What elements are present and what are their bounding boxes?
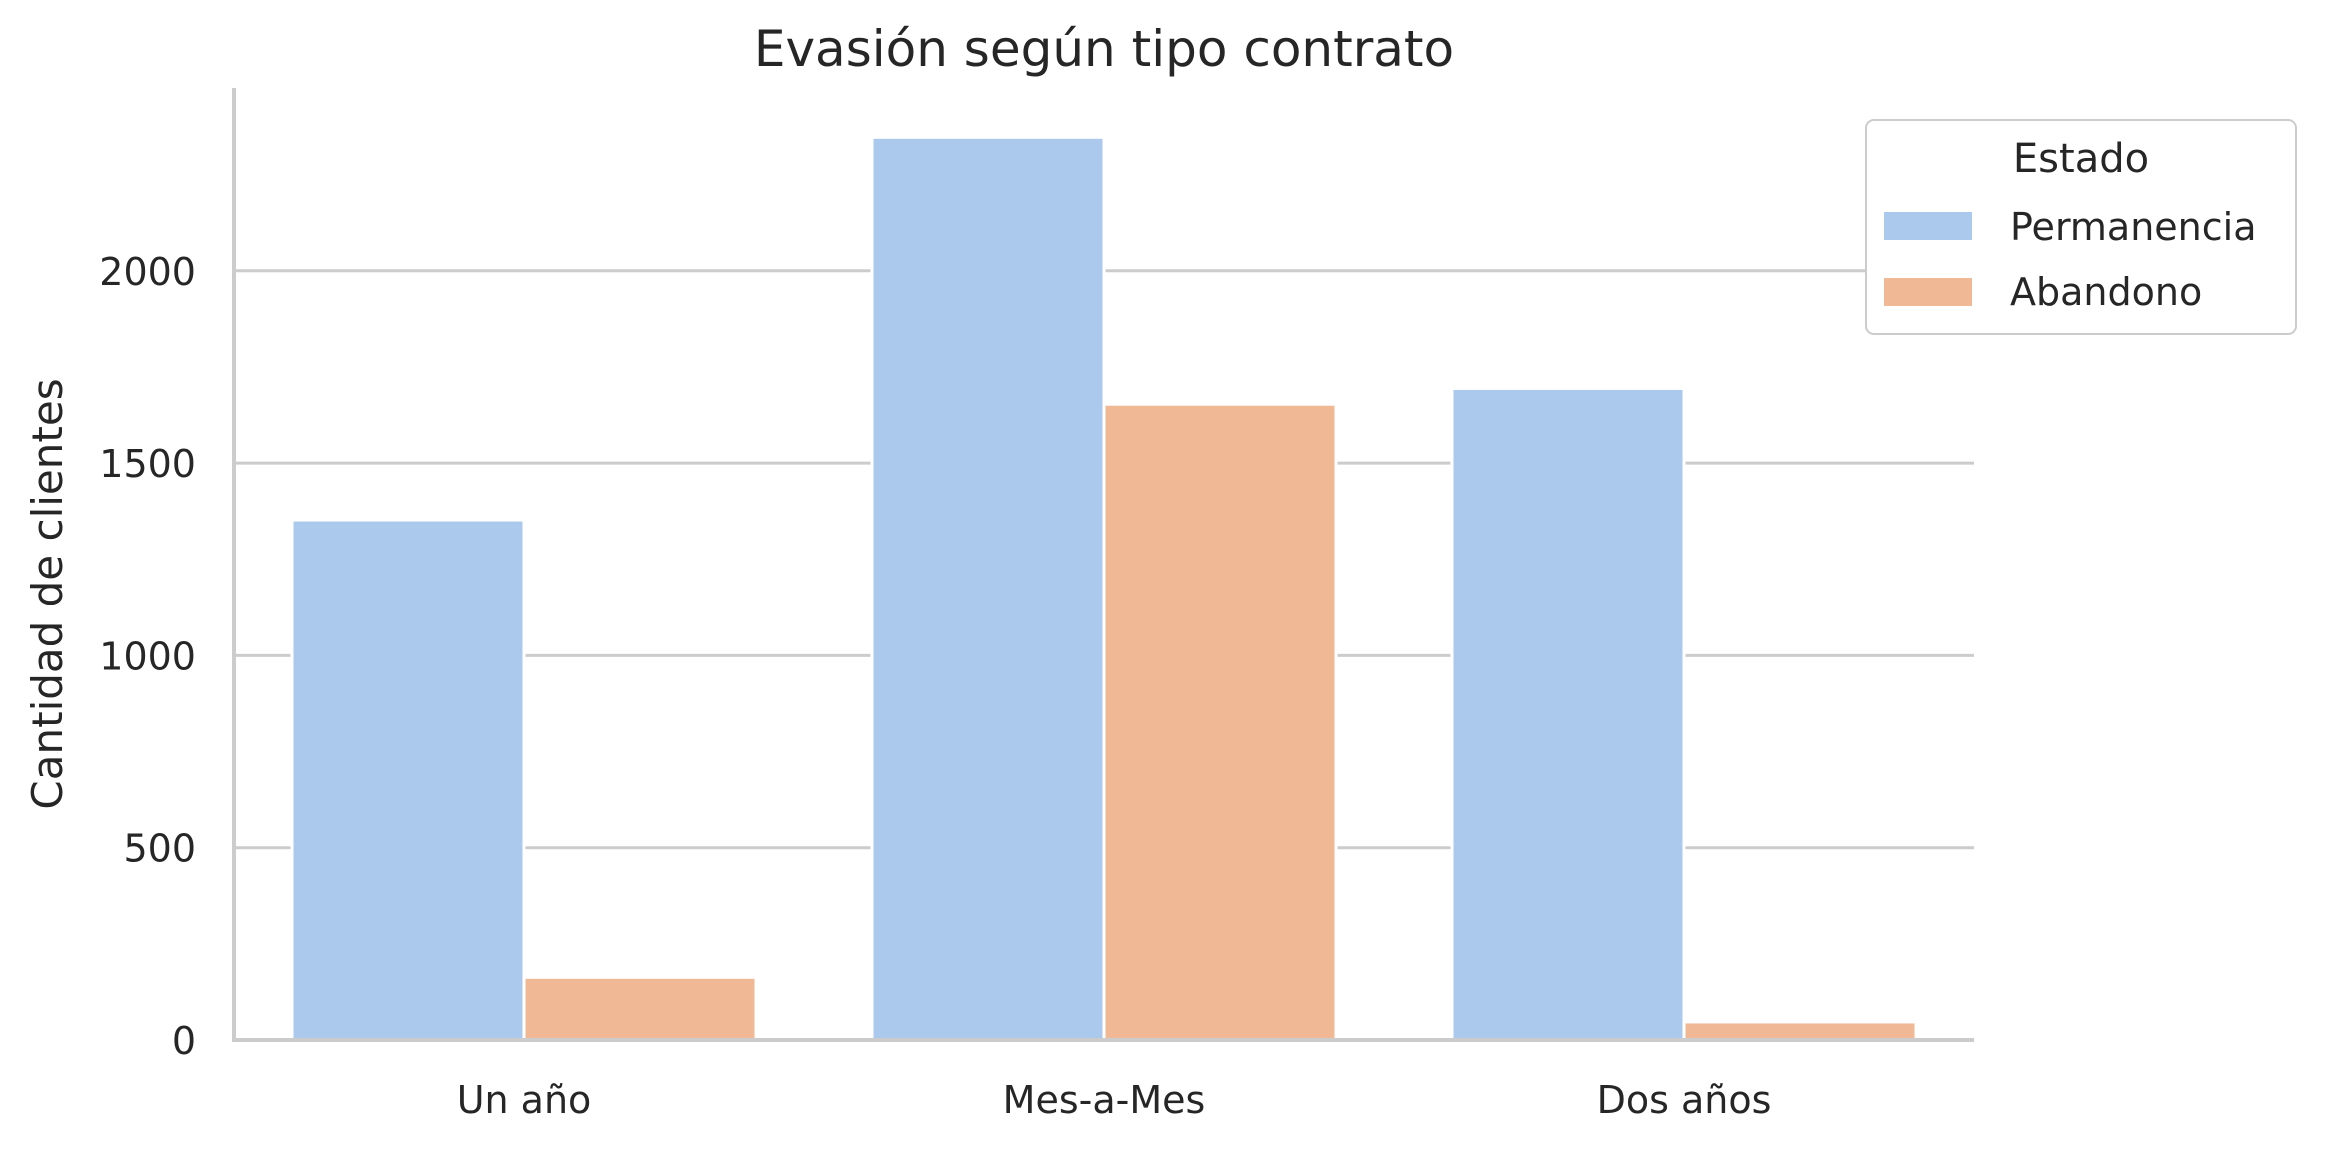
y-tick-label: 1500 [99, 442, 196, 486]
y-axis-label: Cantidad de clientes [23, 378, 72, 809]
x-tick-label: Mes-a-Mes [1003, 1078, 1206, 1122]
legend-title: Estado [2013, 136, 2149, 182]
y-tick-label: 2000 [99, 250, 196, 294]
x-tick-label: Dos años [1597, 1078, 1772, 1122]
y-tick-label: 1000 [99, 634, 196, 678]
bar-permanencia-un-ano [290, 518, 526, 1042]
legend-label-permanencia: Permanencia [2010, 205, 2256, 249]
legend-label-abandono: Abandono [2010, 270, 2202, 314]
bar-abandono-dos-anos [1682, 1020, 1918, 1042]
bar-abandono-mes-a-mes [1102, 402, 1338, 1042]
bar-permanencia-dos-anos [1450, 386, 1686, 1042]
legend-swatch-permanencia [1884, 212, 1972, 240]
legend: Estado Permanencia Abandono [1865, 119, 2297, 335]
y-tick-label: 500 [123, 827, 196, 871]
x-tick-label: Un año [457, 1078, 592, 1122]
axes: 0 500 1000 1500 2000 Un año Mes-a-Mes Dos años [99, 88, 1974, 1122]
y-tick-label: 0 [172, 1019, 196, 1063]
bar-permanencia-mes-a-mes [870, 135, 1106, 1042]
legend-frame [1865, 119, 2297, 335]
legend-swatch-abandono [1884, 278, 1972, 306]
bar-abandono-un-ano [522, 975, 758, 1042]
bars [290, 135, 1918, 1042]
chart-title: Evasión según tipo contrato [754, 20, 1454, 78]
